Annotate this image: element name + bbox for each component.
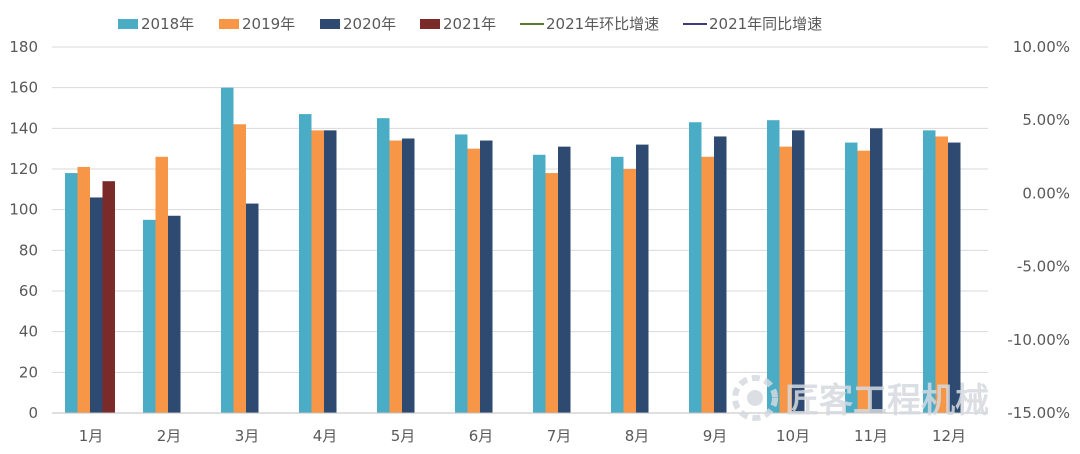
y2-tick-label: -10.00% [1007, 331, 1070, 349]
legend-label: 2018年 [141, 15, 194, 33]
legend-swatch [320, 19, 340, 29]
bar [233, 124, 246, 414]
y-tick-label: 0 [28, 404, 38, 422]
bar [767, 120, 780, 413]
bar [870, 128, 883, 414]
x-tick-label: 6月 [469, 427, 494, 445]
bar [221, 87, 234, 414]
bar [155, 156, 168, 414]
y-tick-label: 180 [9, 38, 38, 56]
bar [948, 142, 961, 414]
x-tick-label: 9月 [703, 427, 728, 445]
bar [389, 140, 402, 414]
bar [533, 154, 546, 413]
y-tick-label: 80 [19, 241, 38, 259]
x-tick-label: 3月 [235, 427, 260, 445]
bar [558, 146, 571, 413]
legend-label: 2020年 [343, 15, 396, 33]
y2-tick-label: 5.00% [1022, 111, 1070, 129]
bar [143, 219, 156, 413]
bar [377, 118, 390, 414]
bar [480, 140, 493, 414]
legend-swatch [118, 19, 138, 29]
bar [857, 150, 870, 413]
bar [636, 144, 649, 413]
bar [455, 134, 468, 413]
x-tick-label: 11月 [854, 427, 888, 445]
gear-logo-icon [732, 375, 778, 421]
x-tick-label: 8月 [625, 427, 650, 445]
x-tick-label: 1月 [79, 427, 104, 445]
y-tick-label: 100 [9, 201, 38, 219]
legend-label: 2019年 [242, 15, 295, 33]
bar [299, 114, 312, 413]
y-tick-label: 140 [9, 119, 38, 137]
legend-label: 2021年同比增速 [709, 15, 822, 33]
bar [311, 130, 324, 413]
x-tick-label: 7月 [547, 427, 572, 445]
bar [923, 130, 936, 413]
x-tick-label: 10月 [776, 427, 810, 445]
bar [545, 173, 558, 413]
y2-tick-label: 0.00% [1022, 184, 1070, 202]
x-tick-label: 5月 [391, 427, 416, 445]
y2-tick-label: -5.00% [1017, 258, 1070, 276]
bar [845, 142, 858, 414]
watermark-text: 匠客工程机械 [785, 381, 989, 421]
legend-label: 2021年环比增速 [546, 15, 659, 33]
legend-label: 2021年 [443, 15, 496, 33]
bar [402, 138, 415, 413]
y2-tick-label: -15.00% [1007, 404, 1070, 422]
x-tick-label: 4月 [313, 427, 338, 445]
bar [246, 203, 259, 413]
bar [792, 130, 805, 413]
gridlines [52, 46, 988, 373]
bar [689, 122, 702, 413]
x-tick-label: 12月 [932, 427, 966, 445]
y-tick-label: 40 [19, 323, 38, 341]
bars [65, 87, 961, 414]
y-tick-label: 160 [9, 79, 38, 97]
bar [65, 173, 78, 413]
y-tick-label: 20 [19, 363, 38, 381]
watermark: 匠客工程机械 [732, 375, 989, 421]
bar [77, 166, 90, 413]
legend-swatch [219, 19, 239, 29]
bar [324, 130, 337, 413]
x-tick-label: 2月 [157, 427, 182, 445]
bar [935, 136, 948, 413]
bar [90, 197, 103, 413]
bar [714, 136, 727, 413]
bar [701, 156, 714, 414]
legend: 2018年 2019年 2020年 2021年 2021年环比增速 2021年同比增速 [118, 15, 822, 33]
bar [611, 156, 624, 414]
y2-tick-label: 10.00% [1013, 38, 1070, 56]
bar [467, 148, 480, 413]
legend-swatch [420, 19, 440, 29]
y-tick-label: 120 [9, 160, 38, 178]
bar [168, 215, 181, 413]
y-tick-label: 60 [19, 282, 38, 300]
bar [102, 181, 115, 413]
axes: 0 20 40 60 80 100 120 140 160 180 10.00% 5.00% 0.00%… [9, 38, 1070, 445]
bar [623, 169, 636, 413]
bar [779, 146, 792, 413]
